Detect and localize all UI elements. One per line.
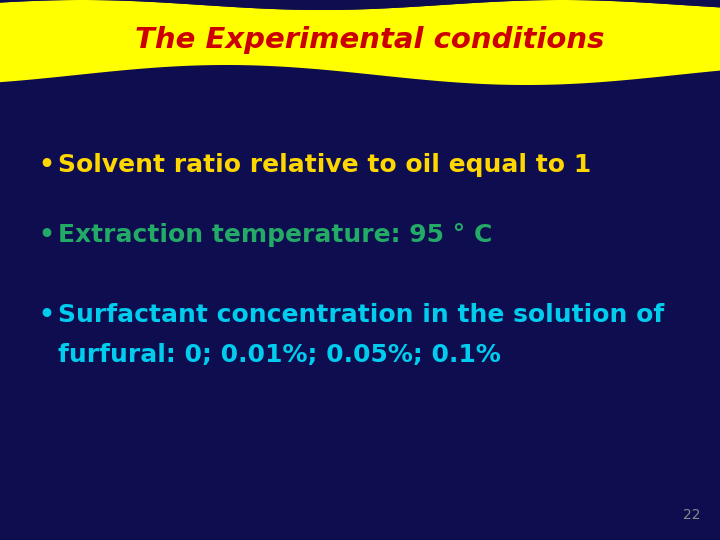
Polygon shape <box>0 0 720 10</box>
Polygon shape <box>0 0 720 85</box>
Text: •: • <box>38 223 54 247</box>
Text: furfural: 0; 0.01%; 0.05%; 0.1%: furfural: 0; 0.01%; 0.05%; 0.1% <box>58 343 501 367</box>
Text: •: • <box>38 153 54 177</box>
Text: •: • <box>38 303 54 327</box>
Text: Surfactant concentration in the solution of: Surfactant concentration in the solution… <box>58 303 665 327</box>
Text: Extraction temperature: 95 ° C: Extraction temperature: 95 ° C <box>58 223 492 247</box>
Text: Solvent ratio relative to oil equal to 1: Solvent ratio relative to oil equal to 1 <box>58 153 591 177</box>
Text: 22: 22 <box>683 508 700 522</box>
Text: The Experimental conditions: The Experimental conditions <box>135 26 605 54</box>
